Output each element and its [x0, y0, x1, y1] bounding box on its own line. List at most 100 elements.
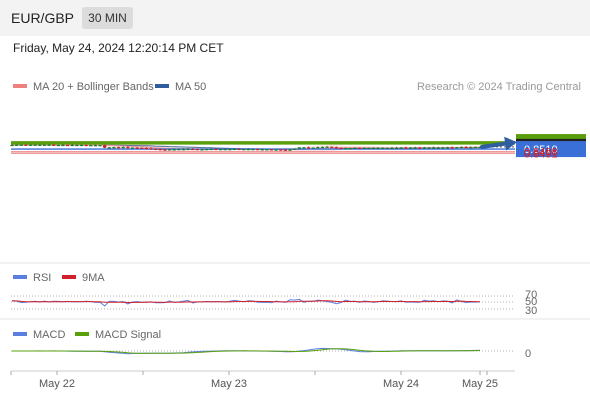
candle-body: [441, 147, 445, 149]
candle-body: [390, 147, 394, 149]
symbol-label: EUR/GBP: [11, 10, 75, 26]
candle-body: [89, 145, 93, 147]
x-tick-label: May 25: [462, 378, 498, 390]
ma50-legend-label: MA 50: [175, 81, 206, 93]
candle-body: [418, 147, 422, 149]
candle-body: [394, 147, 399, 149]
candle-body: [353, 147, 357, 149]
candle-body: [223, 149, 227, 151]
candle-body: [408, 147, 413, 149]
candle-body: [15, 144, 19, 146]
candle-body: [167, 149, 172, 151]
candle-body: [478, 146, 482, 149]
candle-body: [242, 149, 246, 151]
rsi-legend-label: RSI: [33, 272, 51, 284]
candle-body: [186, 148, 190, 151]
candle-body: [381, 147, 385, 149]
candle-body: [93, 145, 98, 147]
candle-body: [56, 144, 60, 147]
candle-body: [269, 149, 274, 151]
candle-body: [445, 147, 450, 149]
candle-body: [455, 147, 459, 149]
candle-body: [181, 149, 186, 151]
macd-signal-line: [12, 348, 481, 354]
candle-body: [200, 149, 204, 151]
projection-arrow-shaft: [480, 141, 508, 149]
candle-body: [205, 149, 209, 151]
candle-body: [209, 148, 213, 151]
ma50-legend-swatch: [155, 84, 169, 88]
candle-body: [116, 147, 121, 149]
candle-body: [79, 144, 84, 147]
candle-body: [47, 144, 51, 146]
candle-body: [177, 149, 181, 151]
watermark: Research © 2024 Trading Central: [417, 81, 581, 93]
candle-body: [70, 144, 74, 147]
header-bar: EUR/GBP 30 MIN: [0, 0, 590, 36]
candle-body: [28, 144, 33, 146]
candle-body: [297, 147, 301, 149]
candle-body: [385, 147, 389, 149]
candle-body: [279, 149, 283, 151]
candle-body: [404, 147, 408, 149]
candle-body: [367, 147, 371, 149]
rsi-9ma-legend-label: 9MA: [82, 272, 105, 284]
candle-body: [19, 144, 23, 146]
projection-arrow-head: [504, 136, 517, 151]
candle-body: [246, 149, 250, 151]
candle-body: [306, 147, 311, 149]
candle-body: [163, 149, 167, 151]
candle-body: [98, 145, 102, 147]
candle-body: [376, 147, 380, 149]
candle-body: [52, 144, 56, 146]
candle-body: [344, 148, 348, 150]
candle-body: [195, 149, 199, 151]
rsi-level-30: 30: [525, 305, 537, 317]
candle-body: [330, 146, 334, 148]
x-tick-label: May 23: [211, 378, 247, 390]
candle-body: [232, 148, 237, 151]
candle-body: [339, 147, 343, 149]
macd-signal-legend-label: MACD Signal: [95, 329, 161, 341]
candle-body: [265, 149, 269, 151]
candle-body: [293, 148, 297, 150]
candle-body: [357, 147, 362, 149]
candle-body: [255, 149, 260, 151]
timeframe-button[interactable]: 30 MIN: [82, 7, 133, 29]
candle-body: [436, 147, 440, 149]
candle-body: [154, 148, 158, 151]
macd-legend-swatch: [13, 332, 27, 336]
macd-signal-legend-swatch: [75, 332, 89, 336]
candle-body: [228, 149, 232, 151]
candle-body: [121, 147, 125, 149]
candle-body: [42, 144, 47, 146]
candle-body: [149, 148, 153, 150]
candle-body: [422, 147, 426, 149]
x-tick-label: May 24: [383, 378, 419, 390]
candle-body: [432, 147, 436, 149]
rsi-level-50: 50: [525, 296, 537, 308]
candle-body: [130, 147, 135, 149]
candle-body: [427, 147, 431, 149]
candle-body: [288, 149, 292, 151]
candle-body: [325, 146, 329, 148]
candle-body: [311, 147, 315, 149]
candle-body: [334, 147, 338, 149]
candle-body: [144, 147, 148, 150]
candle-body: [10, 144, 14, 147]
macd-zero-label: 0: [525, 348, 531, 360]
rsi-line: [11, 298, 481, 307]
candle-body: [24, 144, 28, 146]
candle-body: [302, 147, 306, 149]
candle-body: [371, 147, 376, 149]
candle-body: [320, 146, 325, 149]
candle-body: [251, 149, 255, 151]
candle-body: [75, 144, 79, 147]
candle-body: [413, 147, 417, 149]
candle-body: [38, 144, 42, 146]
candle-body: [140, 147, 144, 149]
level-label-5: 0.8491: [524, 148, 558, 160]
candle-body: [450, 147, 454, 149]
rsi-9ma-legend-swatch: [62, 275, 76, 279]
